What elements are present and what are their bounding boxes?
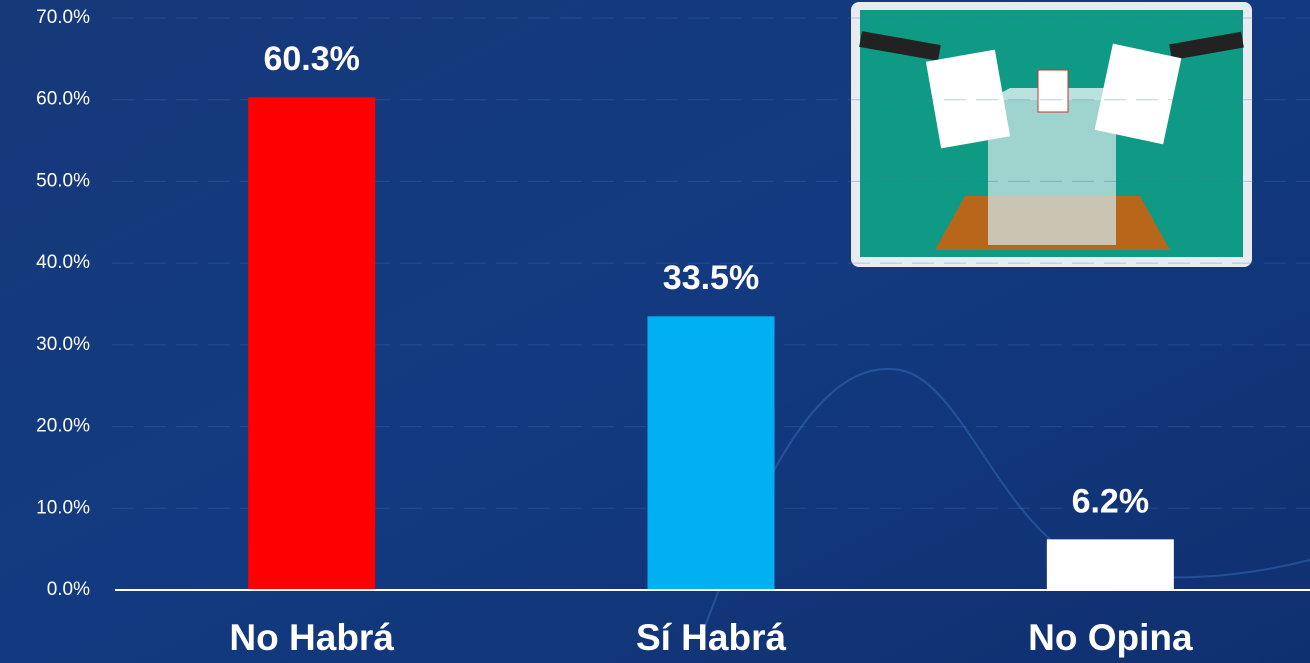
y-tick-label: 10.0% bbox=[36, 497, 90, 518]
x-tick-label: No Opina bbox=[1028, 617, 1193, 658]
y-tick-label: 30.0% bbox=[36, 334, 90, 355]
y-tick-label: 50.0% bbox=[36, 170, 90, 191]
bar bbox=[648, 316, 775, 590]
y-tick-label: 40.0% bbox=[36, 252, 90, 273]
chart: 0.0% 10.0% 20.0% 30.0% 40.0% 50.0% 60.0% 70.0% N… bbox=[0, 0, 1310, 663]
value-label: 60.3% bbox=[263, 40, 359, 78]
value-label: 33.5% bbox=[663, 259, 759, 297]
y-tick-label: 70.0% bbox=[36, 7, 90, 28]
y-tick-label: 0.0% bbox=[47, 579, 90, 600]
value-label: 6.2% bbox=[1072, 482, 1150, 520]
bar bbox=[1047, 539, 1174, 590]
ballot-image bbox=[851, 2, 1252, 267]
y-tick-label: 20.0% bbox=[36, 416, 90, 437]
page: {"chart_data": {"type": "bar", "categori… bbox=[0, 0, 1310, 663]
bar bbox=[248, 97, 375, 590]
x-tick-label: No Habrá bbox=[229, 617, 394, 658]
x-tick-label: Sí Habrá bbox=[636, 617, 787, 658]
y-tick-label: 60.0% bbox=[36, 89, 90, 110]
